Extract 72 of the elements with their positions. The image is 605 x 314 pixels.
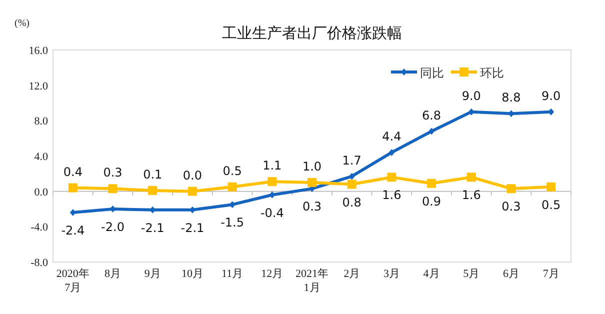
point bbox=[348, 172, 355, 180]
legend-label: 环比 bbox=[480, 66, 504, 80]
y-tick-label: 4.0 bbox=[34, 151, 48, 163]
point bbox=[506, 184, 516, 194]
data-label: 9.0 bbox=[462, 88, 481, 103]
x-tick-label: 9月 bbox=[144, 268, 161, 280]
legend-label: 同比 bbox=[420, 66, 444, 80]
x-tick-label: 10月 bbox=[181, 268, 204, 280]
point bbox=[427, 178, 436, 188]
data-label: 4.4 bbox=[382, 129, 402, 144]
point bbox=[387, 172, 396, 182]
data-label: 1.0 bbox=[302, 160, 322, 174]
x-tick-label: 3月 bbox=[383, 268, 400, 280]
point bbox=[269, 191, 276, 198]
point bbox=[347, 180, 356, 189]
data-label: -2.1 bbox=[180, 220, 204, 235]
point bbox=[188, 186, 197, 196]
x-tick-label: 7月 bbox=[542, 268, 560, 280]
data-label: 0.1 bbox=[143, 167, 162, 182]
data-label: -1.5 bbox=[220, 216, 244, 230]
data-label: 1.7 bbox=[342, 153, 362, 168]
point bbox=[308, 178, 316, 187]
data-label: 0.4 bbox=[63, 164, 82, 179]
data-label: 8.8 bbox=[502, 90, 521, 105]
x-tick-label: 12月 bbox=[261, 268, 284, 280]
point bbox=[546, 182, 556, 192]
x-tick-label: 4月 bbox=[423, 268, 440, 280]
data-label: 6.8 bbox=[422, 108, 442, 122]
y-axis-title: (%) bbox=[14, 18, 30, 29]
data-label: 9.0 bbox=[542, 88, 561, 103]
data-label: 1.6 bbox=[462, 188, 481, 202]
x-tick-label: 8月 bbox=[104, 268, 122, 280]
point bbox=[268, 177, 277, 186]
data-label: 0.5 bbox=[542, 198, 561, 212]
point bbox=[388, 148, 395, 156]
data-label: 0.3 bbox=[103, 166, 122, 180]
data-label: 0.3 bbox=[302, 200, 322, 214]
y-tick-label: -4.0 bbox=[30, 222, 48, 234]
point bbox=[68, 183, 78, 192]
point bbox=[466, 172, 476, 182]
point bbox=[428, 128, 435, 135]
point bbox=[468, 108, 474, 116]
y-tick-label: 16.0 bbox=[28, 45, 48, 57]
point bbox=[70, 209, 76, 216]
point bbox=[148, 186, 158, 195]
x-tick-label: 6月 bbox=[502, 268, 520, 280]
x-tick-label: 2020年 7月 bbox=[56, 268, 90, 294]
point bbox=[548, 108, 554, 116]
x-tick-label: 2021年 1月 bbox=[296, 268, 328, 294]
data-label: 0.3 bbox=[502, 200, 521, 214]
point bbox=[228, 182, 237, 192]
data-label: 1.1 bbox=[262, 158, 282, 173]
data-label: 0.9 bbox=[422, 194, 442, 208]
point bbox=[110, 206, 116, 212]
y-tick-label: 0.0 bbox=[34, 186, 48, 198]
y-tick-label: 8.0 bbox=[34, 116, 48, 128]
x-tick-label: 2月 bbox=[344, 268, 360, 280]
x-tick-label: 5月 bbox=[463, 268, 480, 280]
data-label: 0.8 bbox=[342, 195, 362, 210]
data-label: 0.5 bbox=[222, 164, 242, 178]
data-label: 1.6 bbox=[382, 188, 402, 202]
point bbox=[108, 184, 118, 194]
point bbox=[229, 201, 236, 208]
data-label: -0.4 bbox=[260, 206, 284, 220]
data-label: -2.1 bbox=[140, 220, 164, 235]
y-tick-label: -8.0 bbox=[30, 257, 48, 269]
chart-title: 工业生产者出厂价格涨跌幅 bbox=[222, 24, 402, 42]
x-tick-label: 11月 bbox=[222, 268, 244, 280]
data-label: 0.0 bbox=[182, 168, 202, 182]
data-label: -2.4 bbox=[61, 224, 85, 238]
y-tick-label: 12.0 bbox=[28, 80, 48, 92]
data-label: -2.0 bbox=[101, 220, 124, 234]
